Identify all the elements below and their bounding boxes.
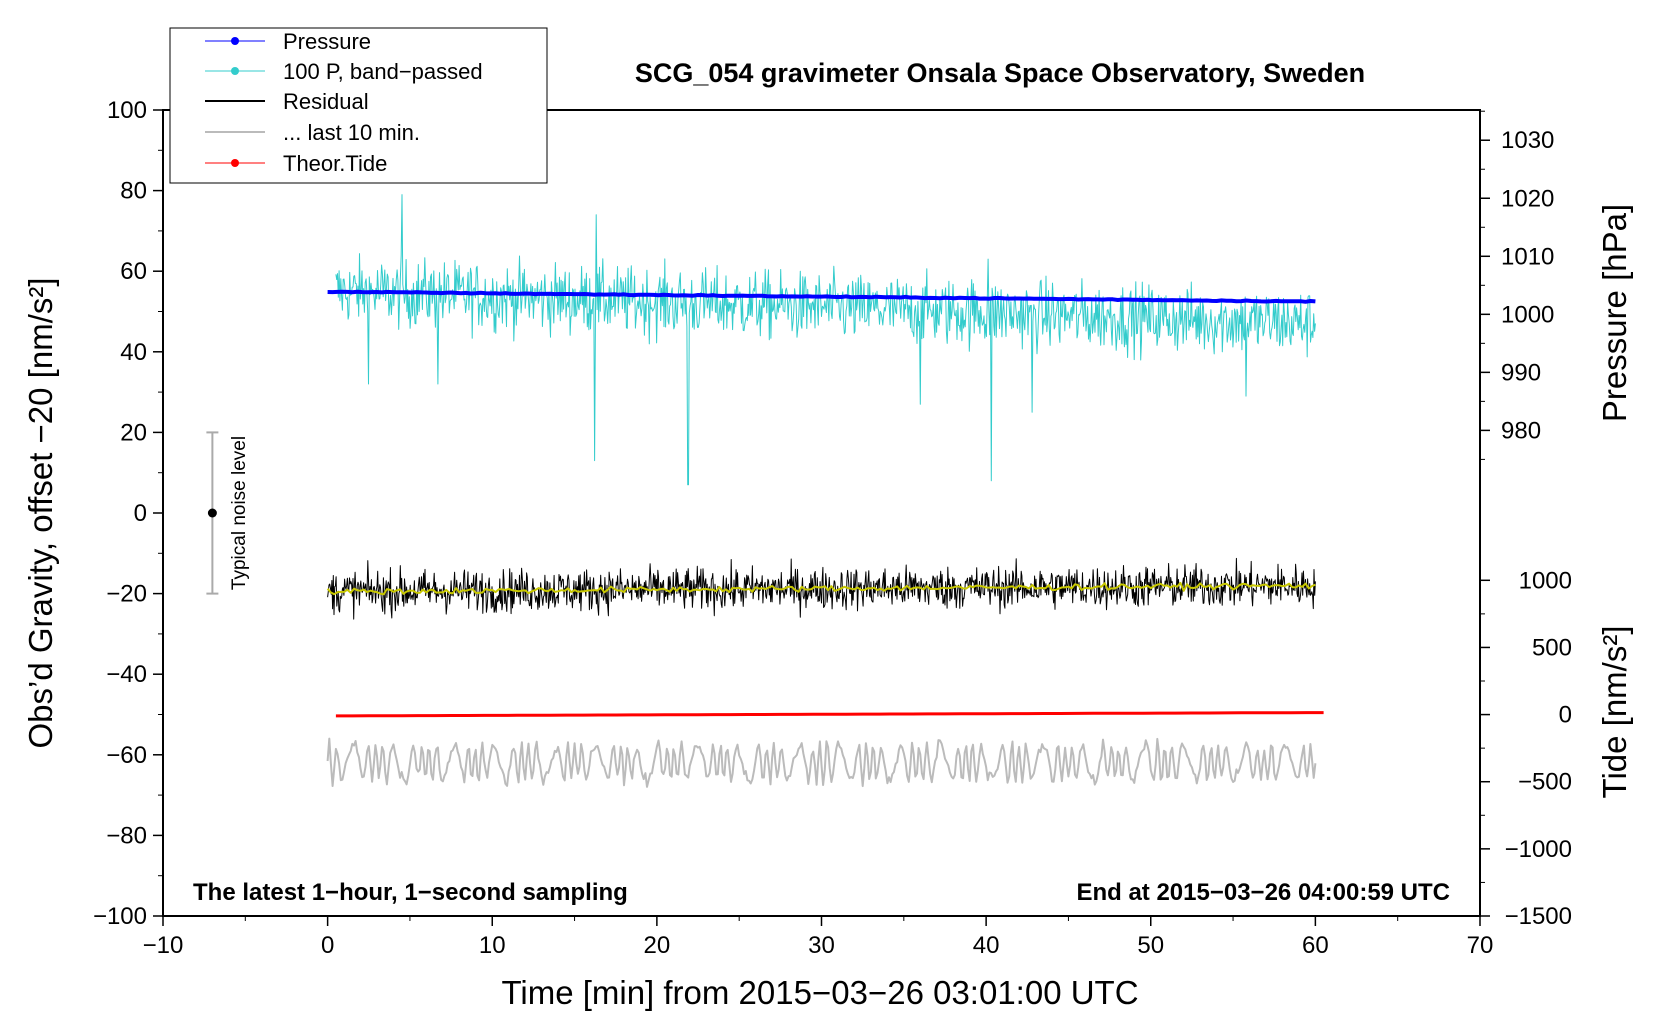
legend-entry-residual: Residual [205,89,369,114]
series-last10-line [326,737,1317,788]
series-layer [326,194,1324,788]
y-axis-left-title: Obs’d Gravity, offset −20 [nm/s²] [22,277,59,748]
series-bandpassed-line [335,194,1316,486]
y-left-tick-label: 60 [120,258,147,285]
legend: Pressure 100 P, band−passed Residual ...… [169,27,548,184]
y-pressure-tick-label: 990 [1501,359,1541,386]
plot-frame [162,109,1481,917]
x-tick-label: 30 [808,932,835,959]
legend-label-pressure: Pressure [283,29,371,54]
legend-marker-pressure [231,37,239,45]
y-pressure-tick-label: 980 [1501,417,1541,444]
y-pressure-tick-label: 1010 [1501,243,1554,270]
noise-bar [206,431,219,595]
x-axis: −10 0 10 20 30 40 50 60 70 [143,916,1494,959]
x-tick-label: 40 [973,932,1000,959]
end-time-note: End at 2015−03−26 04:00:59 UTC [1076,879,1450,906]
x-tick-label: 50 [1137,932,1164,959]
series-residual-smoothed-line [326,581,1316,596]
legend-marker-tide [231,159,239,167]
x-tick-label: −10 [143,932,184,959]
chart-title: SCG_054 gravimeter Onsala Space Observat… [635,58,1365,88]
noise-bar-center [207,508,217,518]
y-pressure-tick-label: 1030 [1501,127,1554,154]
y-left-tick-label: 40 [120,339,147,366]
x-tick-label: 10 [479,932,506,959]
legend-entry-bandpassed: 100 P, band−passed [205,59,483,84]
y-left-tick-label: −80 [106,822,147,849]
y-left-tick-label: −40 [106,661,147,688]
noise-label: Typical noise level [229,436,250,590]
x-tick-label: 70 [1467,932,1494,959]
legend-entry-last10: ... last 10 min. [205,120,420,145]
sampling-note: The latest 1−hour, 1−second sampling [193,879,628,906]
y-axis-tide-title: Tide [nm/s²] [1596,626,1633,799]
x-tick-label: 20 [644,932,671,959]
y-tide-tick-label: 0 [1559,702,1572,729]
legend-label-bandpassed: 100 P, band−passed [283,59,483,84]
y-axis-tide: −1500 −1000 −500 0 500 1000 [1480,567,1572,930]
y-left-tick-label: 20 [120,419,147,446]
y-axis-pressure: 980 990 1000 1010 1020 1030 [1480,110,1554,460]
y-left-tick-label: 80 [120,178,147,205]
y-pressure-tick-label: 1020 [1501,185,1554,212]
legend-label-last10: ... last 10 min. [283,120,420,145]
series-tide-line [335,711,1324,718]
x-tick-label: 60 [1302,932,1329,959]
legend-entry-pressure: Pressure [205,29,371,54]
y-left-tick-label: −20 [106,581,147,608]
y-tide-tick-label: −1000 [1505,836,1572,863]
y-tide-tick-label: −1500 [1505,903,1572,930]
series-residual-line [327,557,1316,620]
y-pressure-tick-label: 1000 [1501,301,1554,328]
y-tide-tick-label: 500 [1532,634,1572,661]
y-left-tick-label: −60 [106,742,147,769]
legend-box [169,27,548,184]
legend-entry-tide: Theor.Tide [205,151,387,176]
y-left-tick-label: 100 [107,97,147,124]
y-tide-tick-label: 1000 [1519,567,1572,594]
x-tick-label: 0 [321,932,334,959]
series-pressure-line [327,289,1316,304]
x-axis-title: Time [min] from 2015−03−26 03:01:00 UTC [501,974,1138,1011]
y-left-tick-label: −100 [93,903,147,930]
legend-label-tide: Theor.Tide [283,151,387,176]
legend-label-residual: Residual [283,89,369,114]
y-axis-left: −100 −80 −60 −40 −20 0 20 40 60 80 100 [93,97,163,930]
legend-marker-bandpassed [231,67,239,75]
y-axis-pressure-title: Pressure [hPa] [1596,204,1633,422]
y-left-tick-label: 0 [134,500,147,527]
y-tide-tick-label: −500 [1518,769,1572,796]
